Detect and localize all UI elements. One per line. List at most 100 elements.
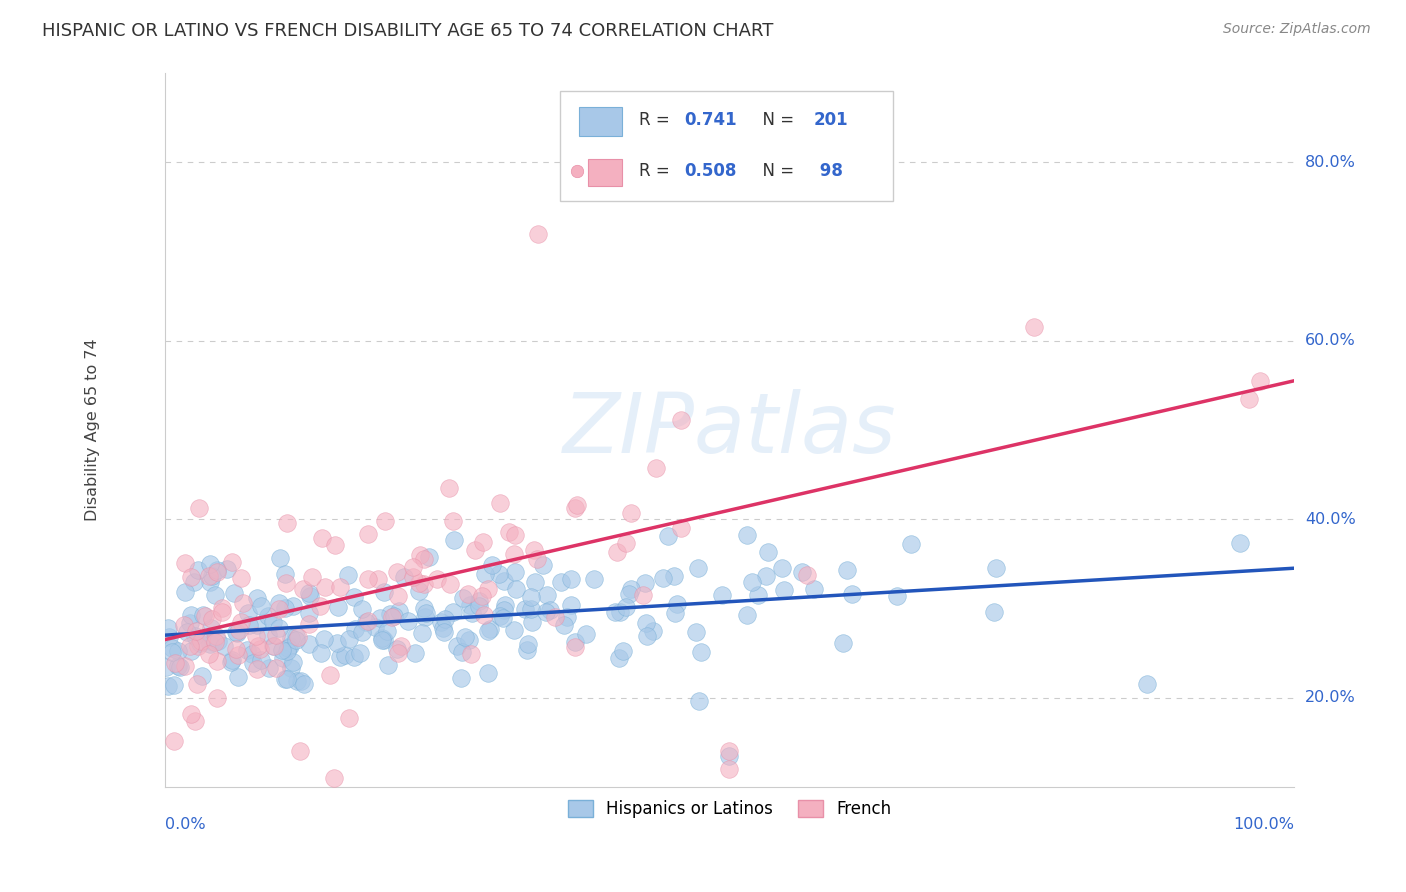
Point	[564, 500, 586, 515]
Point	[430, 615, 453, 629]
Point	[301, 570, 323, 584]
Point	[188, 636, 211, 650]
Point	[281, 655, 304, 669]
Point	[662, 569, 685, 583]
Point	[498, 525, 520, 540]
Point	[489, 496, 512, 510]
Point	[503, 565, 526, 579]
Point	[290, 744, 312, 758]
Point	[156, 621, 179, 635]
Point	[262, 639, 284, 653]
Text: N =: N =	[752, 162, 800, 180]
Point	[402, 560, 425, 574]
Point	[657, 529, 679, 543]
Point	[180, 707, 202, 722]
Point	[520, 615, 543, 629]
Point	[187, 563, 209, 577]
Point	[413, 609, 436, 624]
Point	[211, 605, 233, 619]
Point	[225, 625, 247, 640]
Point	[689, 645, 711, 659]
Point	[477, 665, 499, 680]
Point	[564, 635, 586, 649]
Point	[409, 549, 432, 563]
Point	[468, 594, 491, 608]
Point	[204, 634, 226, 648]
Point	[256, 628, 278, 642]
Point	[246, 639, 269, 653]
Point	[505, 582, 527, 596]
Point	[457, 633, 479, 648]
Point	[263, 639, 285, 653]
FancyBboxPatch shape	[588, 159, 623, 186]
Point	[280, 631, 302, 645]
Point	[246, 618, 269, 632]
Text: 0.741: 0.741	[685, 112, 737, 129]
Point	[516, 637, 538, 651]
Point	[246, 591, 269, 605]
Point	[832, 635, 855, 649]
Point	[612, 644, 634, 658]
Point	[191, 669, 214, 683]
Text: Source: ZipAtlas.com: Source: ZipAtlas.com	[1223, 22, 1371, 37]
Point	[387, 565, 409, 579]
Point	[323, 538, 346, 552]
Point	[269, 601, 291, 615]
Point	[841, 587, 863, 601]
Point	[387, 642, 409, 657]
Point	[354, 615, 377, 630]
Point	[441, 605, 464, 619]
Point	[631, 588, 654, 602]
Point	[183, 574, 205, 589]
Point	[162, 734, 184, 748]
Point	[375, 624, 398, 639]
Point	[735, 608, 758, 623]
Point	[606, 545, 628, 559]
Text: 80.0%: 80.0%	[1305, 154, 1355, 169]
Point	[291, 582, 314, 596]
Point	[437, 481, 460, 495]
Point	[479, 622, 502, 636]
Point	[298, 637, 321, 651]
Point	[408, 576, 430, 591]
Point	[503, 547, 526, 561]
Point	[204, 629, 226, 643]
Point	[886, 589, 908, 603]
Point	[755, 568, 778, 582]
Point	[276, 643, 298, 657]
Point	[309, 646, 332, 660]
Point	[350, 625, 373, 640]
Text: R =: R =	[640, 162, 675, 180]
Text: 60.0%: 60.0%	[1305, 334, 1355, 348]
Point	[308, 599, 330, 614]
Point	[285, 674, 308, 689]
Point	[513, 601, 536, 615]
Text: Disability Age 65 to 74: Disability Age 65 to 74	[86, 339, 100, 521]
Point	[163, 678, 186, 692]
Text: N =: N =	[752, 112, 800, 129]
Point	[488, 567, 510, 582]
Point	[560, 572, 582, 586]
Point	[718, 748, 741, 763]
Point	[221, 555, 243, 569]
Point	[634, 615, 657, 630]
Point	[520, 601, 543, 615]
Point	[378, 607, 401, 621]
Point	[565, 100, 588, 114]
Text: 20.0%: 20.0%	[1305, 690, 1355, 705]
Point	[173, 659, 195, 673]
Point	[633, 576, 655, 591]
Point	[434, 612, 457, 626]
Text: 98: 98	[814, 162, 844, 180]
Point	[205, 562, 228, 576]
Point	[287, 630, 309, 644]
Point	[603, 605, 626, 619]
Point	[426, 572, 449, 586]
Point	[381, 610, 404, 624]
Point	[737, 528, 759, 542]
Point	[326, 636, 349, 650]
Point	[553, 618, 575, 632]
Point	[408, 583, 430, 598]
Point	[454, 630, 477, 644]
Legend: Hispanics or Latinos, French: Hispanics or Latinos, French	[561, 793, 898, 825]
